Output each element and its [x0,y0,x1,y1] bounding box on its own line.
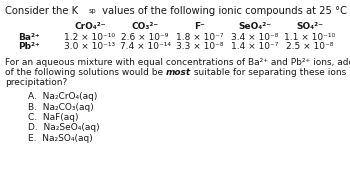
Text: suitable for separating these ions by selective: suitable for separating these ions by se… [191,68,350,77]
Text: 2.6 × 10⁻⁹: 2.6 × 10⁻⁹ [121,33,169,42]
Text: 1.2 × 10⁻¹⁰: 1.2 × 10⁻¹⁰ [64,33,116,42]
Text: CrO₄²⁻: CrO₄²⁻ [74,22,106,31]
Text: Pb²⁺: Pb²⁺ [18,42,40,51]
Text: precipitation?: precipitation? [5,78,67,87]
Text: E.  Na₂SO₄(aq): E. Na₂SO₄(aq) [28,134,93,143]
Text: sp: sp [89,8,97,14]
Text: 7.4 × 10⁻¹⁴: 7.4 × 10⁻¹⁴ [119,42,170,51]
Text: F⁻: F⁻ [195,22,205,31]
Text: Consider the K: Consider the K [5,6,78,16]
Text: 2.5 × 10⁻⁸: 2.5 × 10⁻⁸ [286,42,334,51]
Text: Ba²⁺: Ba²⁺ [18,33,40,42]
Text: 3.0 × 10⁻¹³: 3.0 × 10⁻¹³ [64,42,116,51]
Text: C.  NaF(aq): C. NaF(aq) [28,113,78,122]
Text: B.  Na₂CO₃(aq): B. Na₂CO₃(aq) [28,102,94,112]
Text: values of the following ionic compounds at 25 °C: values of the following ionic compounds … [99,6,347,16]
Text: 3.4 × 10⁻⁸: 3.4 × 10⁻⁸ [231,33,279,42]
Text: CO₃²⁻: CO₃²⁻ [132,22,159,31]
Text: SeO₄²⁻: SeO₄²⁻ [238,22,272,31]
Text: For an aqueous mixture with equal concentrations of Ba²⁺ and Pb²⁺ ions, addition: For an aqueous mixture with equal concen… [5,58,350,67]
Text: 1.4 × 10⁻⁷: 1.4 × 10⁻⁷ [231,42,279,51]
Text: A.  Na₂CrO₄(aq): A. Na₂CrO₄(aq) [28,92,97,101]
Text: SO₄²⁻: SO₄²⁻ [296,22,323,31]
Text: 1.1 × 10⁻¹⁰: 1.1 × 10⁻¹⁰ [285,33,336,42]
Text: most: most [166,68,191,77]
Text: 1.8 × 10⁻⁷: 1.8 × 10⁻⁷ [176,33,224,42]
Text: D.  Na₂SeO₄(aq): D. Na₂SeO₄(aq) [28,124,100,133]
Text: 3.3 × 10⁻⁸: 3.3 × 10⁻⁸ [176,42,224,51]
Text: of the following solutions would be: of the following solutions would be [5,68,166,77]
